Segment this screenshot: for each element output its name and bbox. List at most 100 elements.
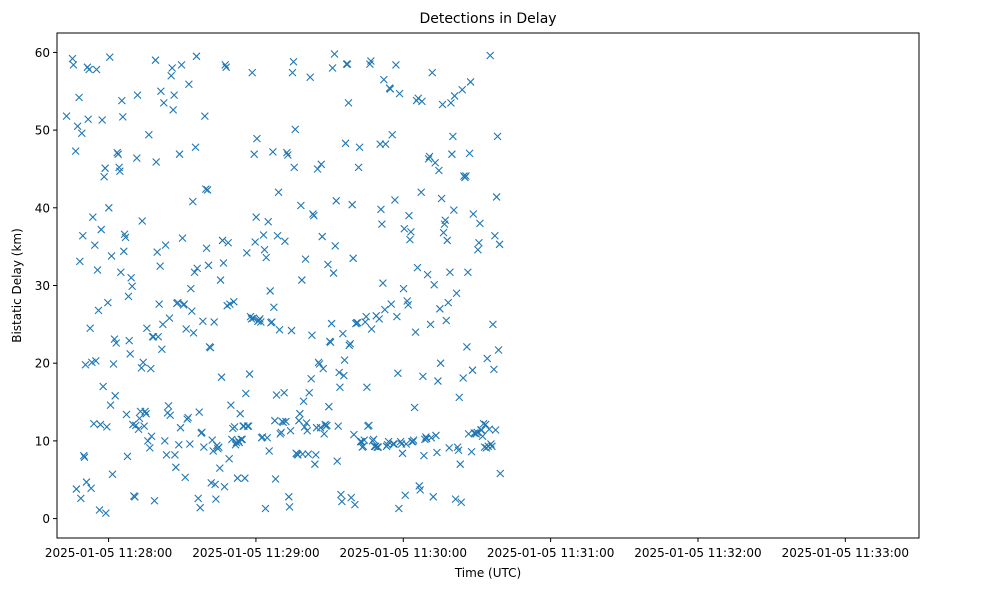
detection-marker (491, 426, 500, 434)
detection-marker (331, 241, 340, 250)
detection-marker (443, 236, 452, 245)
detection-marker (446, 268, 454, 277)
x-tick-label: 2025-01-05 11:28:00 (45, 546, 172, 560)
detection-marker (225, 454, 234, 463)
detection-marker (95, 506, 104, 514)
detection-marker (211, 480, 220, 489)
detection-marker (279, 418, 288, 427)
detection-marker (281, 417, 290, 426)
detection-marker (344, 99, 353, 107)
detection-marker (339, 371, 348, 380)
detection-marker (462, 342, 471, 351)
detection-marker (145, 443, 154, 452)
detection-marker (490, 365, 498, 374)
detection-marker (451, 495, 460, 504)
detection-marker (429, 492, 438, 501)
detection-marker (127, 273, 136, 282)
detection-marker (295, 409, 304, 418)
detection-marker (380, 305, 389, 314)
detection-marker (256, 318, 265, 326)
detection-marker (156, 262, 165, 270)
detection-marker (439, 228, 448, 237)
detection-marker (261, 504, 270, 513)
y-tick-label: 20 (35, 357, 50, 371)
detection-marker (147, 432, 156, 441)
detection-marker (287, 326, 296, 335)
detection-marker (173, 298, 182, 307)
detection-marker (270, 416, 279, 425)
detection-marker (305, 388, 314, 397)
detection-marker (359, 442, 368, 451)
detection-marker (336, 383, 344, 392)
detection-marker (333, 457, 342, 465)
detection-marker (117, 96, 126, 105)
detection-marker (199, 443, 208, 451)
detection-marker (363, 383, 371, 392)
x-tick-label: 2025-01-05 11:31:00 (487, 546, 614, 560)
detection-marker (160, 436, 169, 445)
detection-marker (94, 306, 103, 315)
detection-marker (343, 60, 352, 68)
detection-marker (68, 54, 77, 63)
detection-marker (250, 150, 259, 159)
detection-marker (267, 318, 276, 326)
detection-marker (220, 482, 229, 491)
detection-marker (198, 317, 207, 326)
detection-marker (337, 490, 345, 499)
detection-marker (323, 260, 332, 269)
detection-marker (166, 411, 175, 420)
detection-marker (447, 99, 455, 107)
detection-marker (162, 450, 171, 459)
detection-marker (402, 440, 411, 448)
detection-marker (338, 329, 347, 338)
detection-marker (466, 78, 475, 86)
detection-marker (469, 210, 478, 218)
detection-marker (400, 224, 409, 233)
detection-marker (367, 325, 376, 333)
detection-marker (214, 443, 223, 451)
detection-marker (114, 150, 123, 159)
detection-marker (192, 52, 201, 61)
detection-marker (157, 345, 166, 354)
detection-marker (76, 494, 85, 503)
detection-marker (396, 437, 405, 446)
detection-marker (144, 130, 153, 139)
detection-marker (158, 320, 167, 329)
detection-marker (430, 280, 439, 289)
detection-marker (425, 152, 434, 161)
detection-marker (204, 261, 213, 270)
detection-marker (206, 343, 215, 352)
detection-marker (387, 300, 396, 309)
detection-marker (265, 447, 274, 455)
detection-marker (121, 233, 130, 242)
x-axis-ticks: 2025-01-05 11:28:00 2025-01-05 11:29:00 20… (45, 538, 909, 560)
detection-marker (110, 335, 119, 343)
detection-marker (93, 266, 102, 274)
detection-marker (233, 474, 242, 483)
detection-marker (434, 377, 442, 385)
detection-marker (122, 410, 131, 419)
detection-marker (465, 149, 474, 158)
detection-marker (475, 238, 483, 247)
detection-marker (393, 369, 402, 378)
detection-marker (395, 89, 404, 98)
detection-marker (384, 437, 393, 446)
detection-marker (463, 268, 472, 277)
detection-marker (131, 421, 140, 430)
detection-marker (88, 213, 97, 222)
detection-marker (128, 282, 137, 291)
detection-marker (177, 60, 186, 69)
detection-marker (301, 255, 310, 263)
detection-marker (493, 132, 502, 141)
detection-marker (227, 435, 236, 444)
detection-marker (201, 185, 210, 194)
detection-marker (108, 470, 117, 479)
detection-marker (457, 498, 466, 507)
detection-marker (153, 248, 162, 256)
detection-marker (200, 112, 209, 121)
detection-marker (253, 134, 261, 143)
detection-marker (140, 422, 149, 431)
detection-marker (271, 475, 280, 483)
detection-marker (462, 172, 470, 180)
